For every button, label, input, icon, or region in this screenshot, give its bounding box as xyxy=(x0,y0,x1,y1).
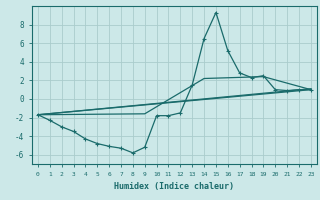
X-axis label: Humidex (Indice chaleur): Humidex (Indice chaleur) xyxy=(115,182,234,191)
